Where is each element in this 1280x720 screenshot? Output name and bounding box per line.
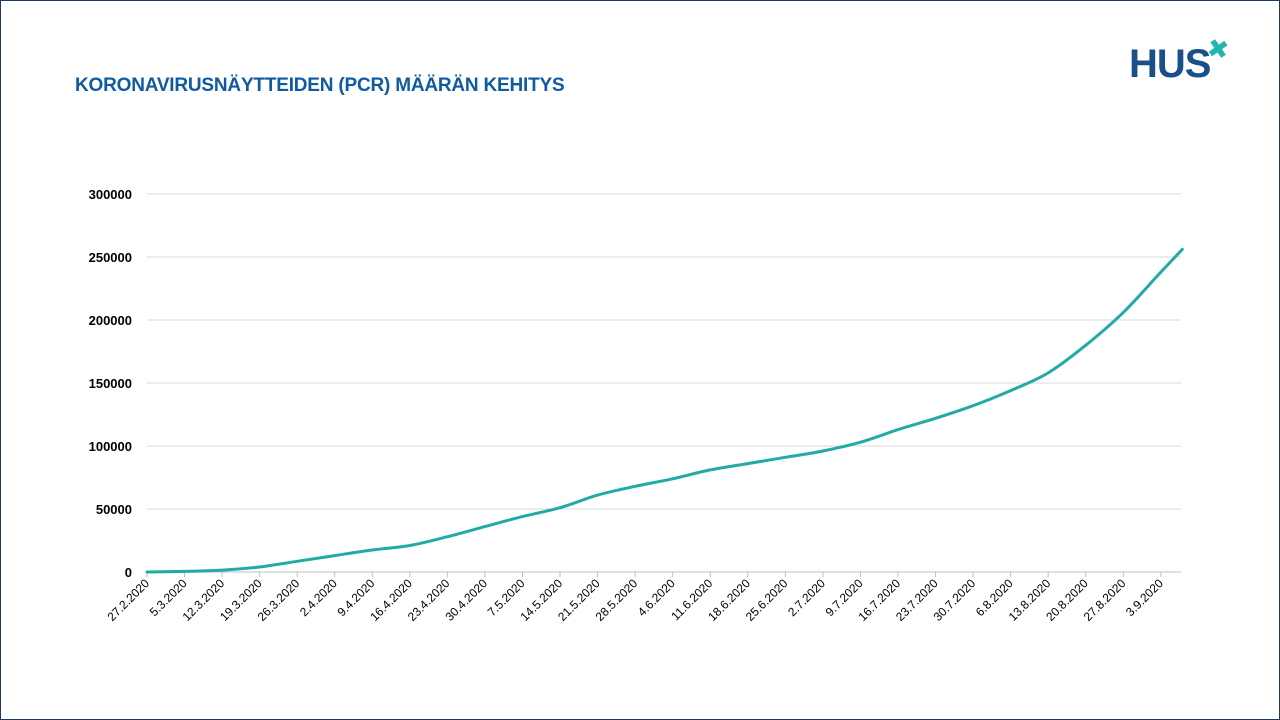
x-tick-label: 2.7.2020: [785, 576, 828, 619]
y-axis-ticks: 0 50000 100000 150000 200000 250000 300000: [89, 187, 132, 580]
x-tick-label: 27.8.2020: [1081, 576, 1129, 624]
x-tick-label: 25.6.2020: [743, 576, 791, 624]
x-tick-label: 30.4.2020: [442, 576, 490, 624]
y-tick-label: 50000: [96, 502, 132, 517]
y-tick-label: 0: [125, 565, 132, 580]
gridlines: [147, 193, 1181, 510]
series-line: [145, 247, 1184, 574]
y-tick-label: 250000: [89, 250, 132, 265]
hus-logo: HUS ✖: [1129, 33, 1239, 89]
x-tick-label: 26.3.2020: [255, 576, 303, 624]
x-tick-label: 30.7.2020: [931, 576, 979, 624]
x-tick-label: 27.2.2020: [104, 576, 152, 624]
y-tick-label: 150000: [89, 376, 132, 391]
x-tick-label: 28.5.2020: [593, 576, 641, 624]
y-tick-label: 100000: [89, 439, 132, 454]
y-tick-label: 200000: [89, 313, 132, 328]
x-tick-label: 3.9.2020: [1123, 576, 1166, 619]
logo-text: HUS: [1129, 42, 1211, 86]
x-axis-ticks: 27.2.20205.3.202012.3.202019.3.202026.3.…: [104, 572, 1166, 624]
x-tick-label: 2.4.2020: [297, 576, 340, 619]
series-group: [145, 247, 1184, 574]
y-tick-label: 300000: [89, 187, 132, 202]
slide-title: KORONAVIRUSNÄYTTEIDEN (PCR) MÄÄRÄN KEHIT…: [75, 75, 565, 96]
